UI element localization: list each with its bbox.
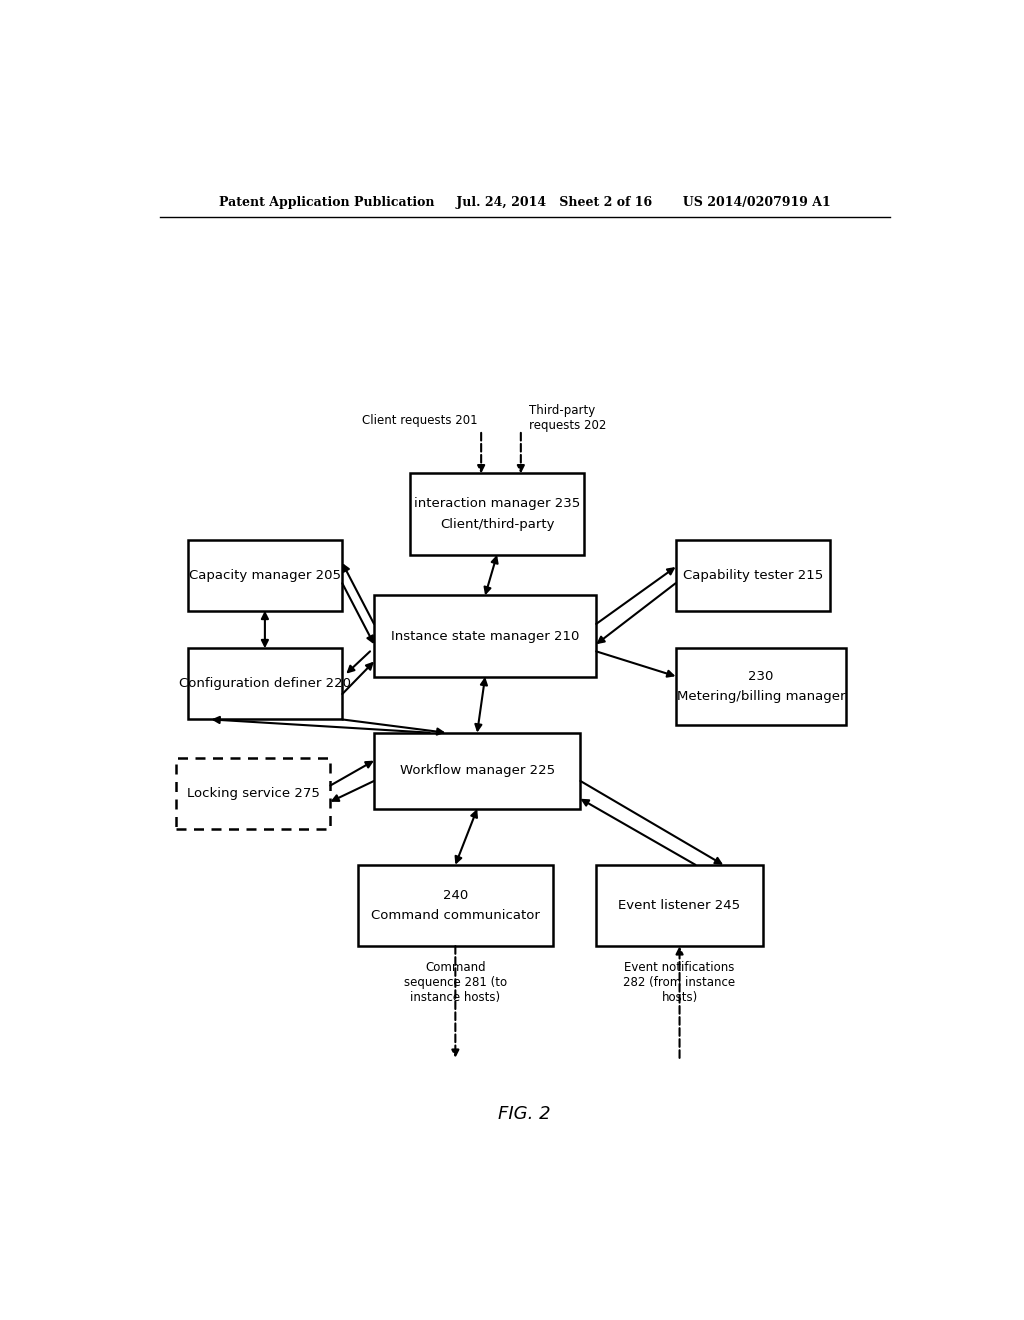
Text: Locking service 275: Locking service 275 xyxy=(186,787,319,800)
Text: Third-party
requests 202: Third-party requests 202 xyxy=(528,404,606,432)
Bar xyxy=(596,865,763,946)
Text: FIG. 2: FIG. 2 xyxy=(499,1105,551,1123)
Text: Configuration definer 220: Configuration definer 220 xyxy=(179,677,351,690)
Bar xyxy=(374,595,596,677)
Bar xyxy=(187,648,342,719)
Text: Metering/billing manager: Metering/billing manager xyxy=(677,690,845,704)
Bar xyxy=(358,865,553,946)
Bar xyxy=(187,540,342,611)
Text: interaction manager 235: interaction manager 235 xyxy=(414,498,581,511)
Text: Workflow manager 225: Workflow manager 225 xyxy=(399,764,555,777)
Text: Client requests 201: Client requests 201 xyxy=(361,414,477,428)
Text: Client/third-party: Client/third-party xyxy=(439,517,554,531)
Text: Event listener 245: Event listener 245 xyxy=(618,899,740,912)
Text: 230: 230 xyxy=(749,669,773,682)
Text: Event notifications
282 (from instance
hosts): Event notifications 282 (from instance h… xyxy=(624,961,735,1005)
Bar xyxy=(176,758,331,829)
Text: Instance state manager 210: Instance state manager 210 xyxy=(391,630,580,643)
Text: Capacity manager 205: Capacity manager 205 xyxy=(188,569,341,582)
Bar xyxy=(374,733,581,809)
Text: Command
sequence 281 (to
instance hosts): Command sequence 281 (to instance hosts) xyxy=(403,961,507,1005)
Bar xyxy=(676,540,830,611)
Bar xyxy=(676,648,846,725)
Bar xyxy=(410,474,585,554)
Text: Capability tester 215: Capability tester 215 xyxy=(683,569,823,582)
Text: 240: 240 xyxy=(442,888,468,902)
Text: Command communicator: Command communicator xyxy=(371,909,540,923)
Text: Patent Application Publication     Jul. 24, 2014   Sheet 2 of 16       US 2014/0: Patent Application Publication Jul. 24, … xyxy=(219,195,830,209)
